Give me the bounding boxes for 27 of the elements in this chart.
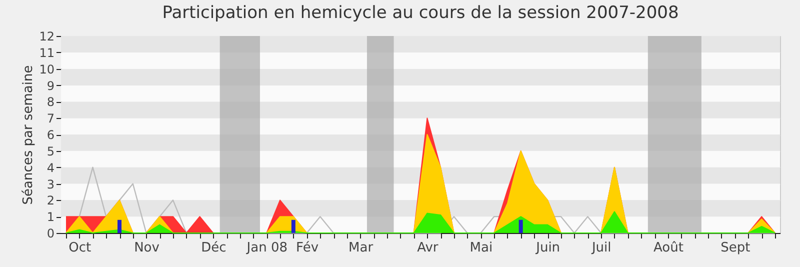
y-axis-title: Séances par semaine: [21, 65, 36, 205]
y-tick-label: 9: [46, 78, 54, 93]
x-tick-label: Nov: [134, 240, 160, 256]
x-tick-label: Août: [653, 240, 684, 256]
y-tick-label: 8: [46, 95, 54, 110]
x-tick-label: Sept: [720, 240, 750, 256]
y-tick-label: 2: [46, 194, 54, 208]
x-tick-label: Juin: [535, 240, 560, 256]
x-tick-label: Juil: [590, 240, 612, 256]
y-tick-label: 0: [46, 226, 54, 240]
x-tick-label: Fév: [296, 240, 319, 256]
y-tick-label: 1: [46, 210, 54, 224]
y-tick-label: 10: [39, 62, 54, 76]
y-tick-label: 11: [39, 46, 54, 60]
y-tick-label: 7: [46, 112, 54, 126]
y-tick-label: 4: [46, 160, 54, 175]
x-tick-label: Jan 08: [246, 240, 288, 256]
x-tick-label: Déc: [201, 240, 226, 256]
x-tick-label: Mar: [348, 240, 374, 256]
chart-title: Participation en hemicycle au cours de la session 2007-2008: [162, 3, 679, 23]
y-tick-label: 3: [46, 177, 54, 192]
y-tick-label: 6: [46, 128, 54, 142]
y-tick-label: 5: [46, 144, 54, 158]
x-tick-label: Mai: [470, 240, 493, 256]
x-tick-label: Avr: [417, 240, 439, 256]
y-tick-label: 12: [39, 30, 54, 44]
x-tick-label: Oct: [68, 240, 92, 256]
